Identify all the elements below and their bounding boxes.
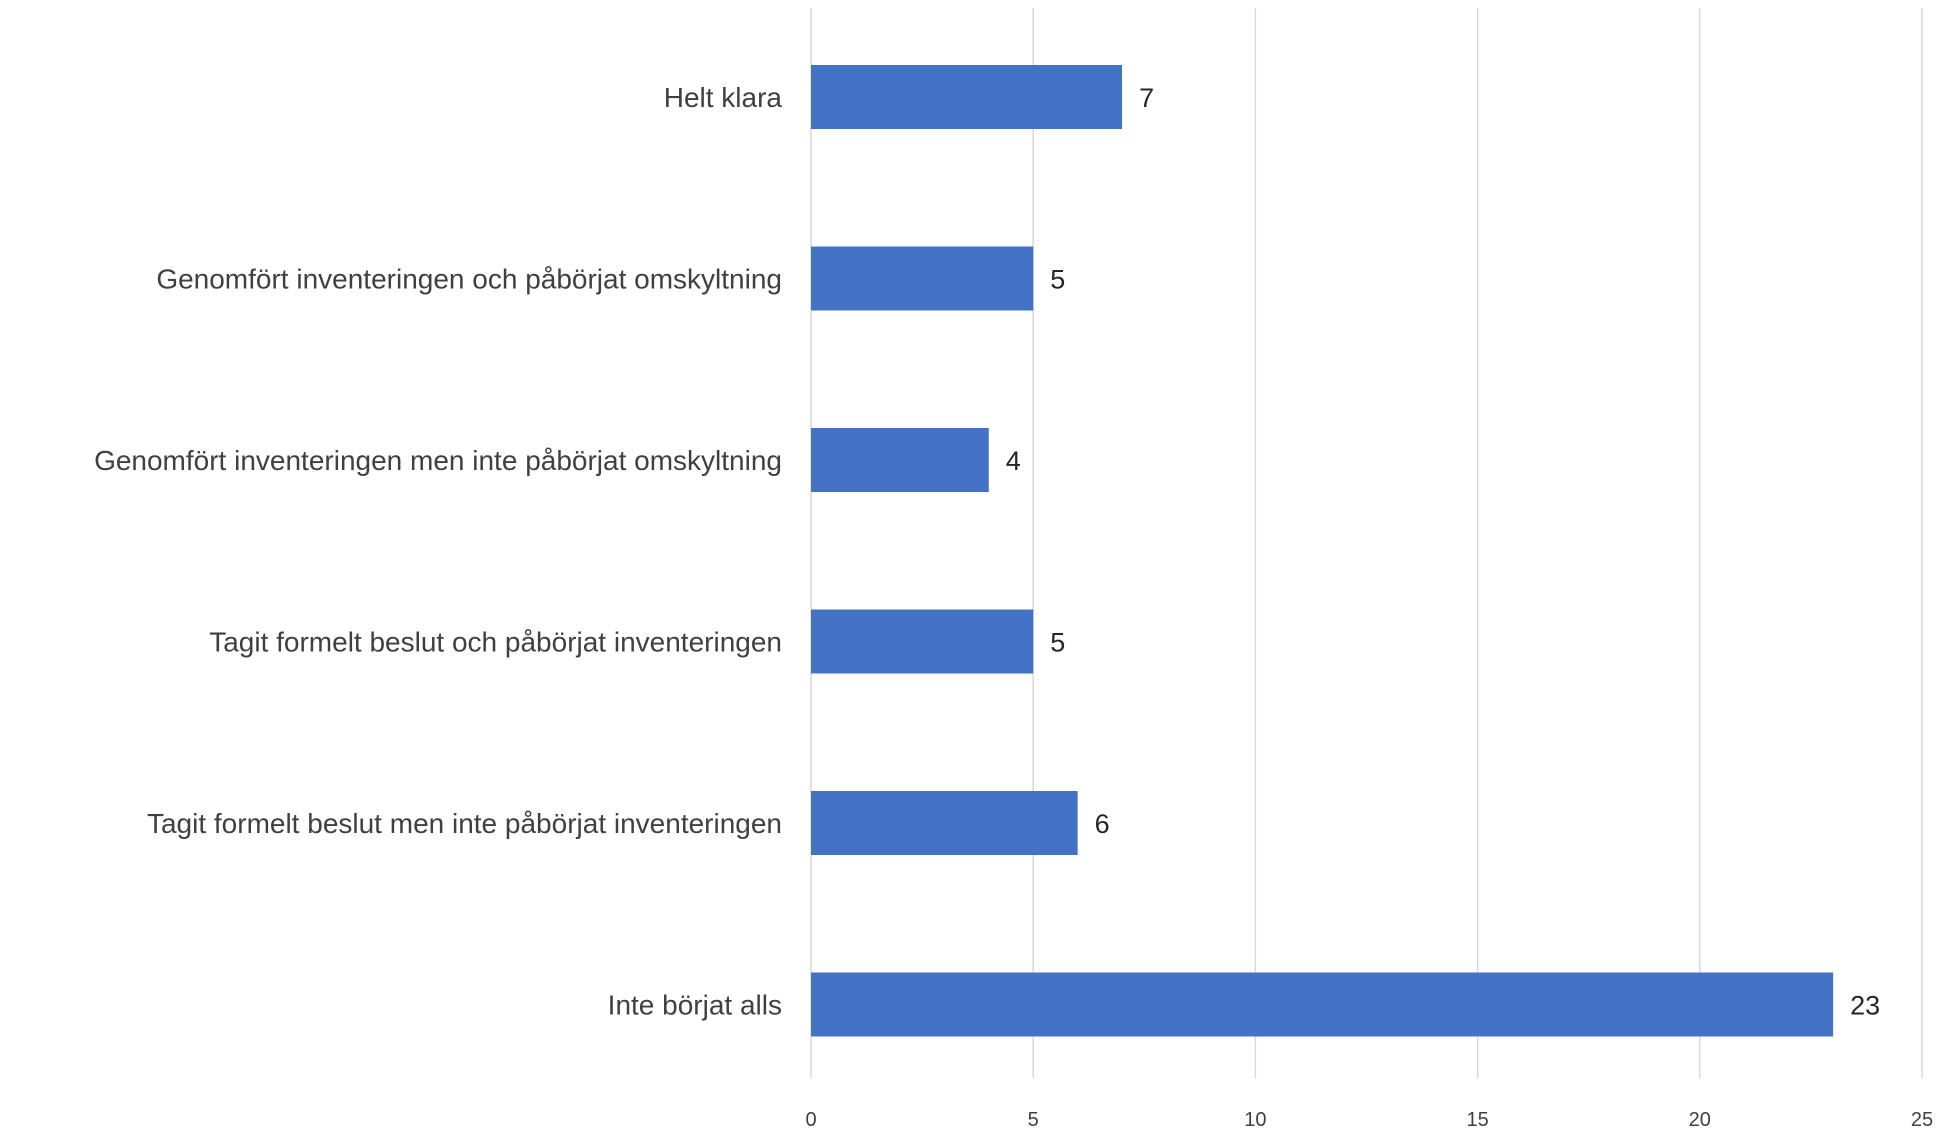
data-label: 5 — [1050, 265, 1065, 295]
x-tick-label: 25 — [1911, 1109, 1933, 1131]
bar — [811, 65, 1123, 129]
category-label: Helt klara — [664, 82, 783, 113]
data-label: 7 — [1139, 83, 1154, 113]
data-label: 4 — [1006, 446, 1021, 476]
x-tick-label: 10 — [1244, 1109, 1266, 1131]
bar — [811, 609, 1034, 674]
category-label: Tagit formelt beslut och påbörjat invent… — [209, 627, 782, 658]
bar — [811, 246, 1034, 311]
x-tick-label: 0 — [805, 1109, 816, 1131]
data-label: 5 — [1050, 628, 1065, 658]
bar — [811, 428, 989, 492]
category-label: Inte börjat alls — [608, 990, 782, 1021]
x-axis-ticks: 0 5 10 15 20 25 — [805, 1109, 1933, 1131]
data-label: 6 — [1095, 809, 1110, 839]
grid-layer — [810, 8, 1923, 1078]
bar — [811, 791, 1078, 855]
category-label: Genomfört inventeringen men inte påbörja… — [94, 445, 782, 476]
label-layer: Helt klara 7 Genomfört inventeringen och p… — [94, 82, 1880, 1021]
x-tick-label: 20 — [1689, 1109, 1711, 1131]
category-label: Tagit formelt beslut men inte påbörjat i… — [147, 808, 782, 839]
bar — [811, 972, 1834, 1037]
x-tick-label: 15 — [1466, 1109, 1488, 1131]
category-label: Genomfört inventeringen och påbörjat oms… — [156, 264, 782, 295]
x-tick-label: 5 — [1028, 1109, 1039, 1131]
data-label: 23 — [1850, 991, 1880, 1021]
bar-layer — [811, 65, 1834, 1037]
